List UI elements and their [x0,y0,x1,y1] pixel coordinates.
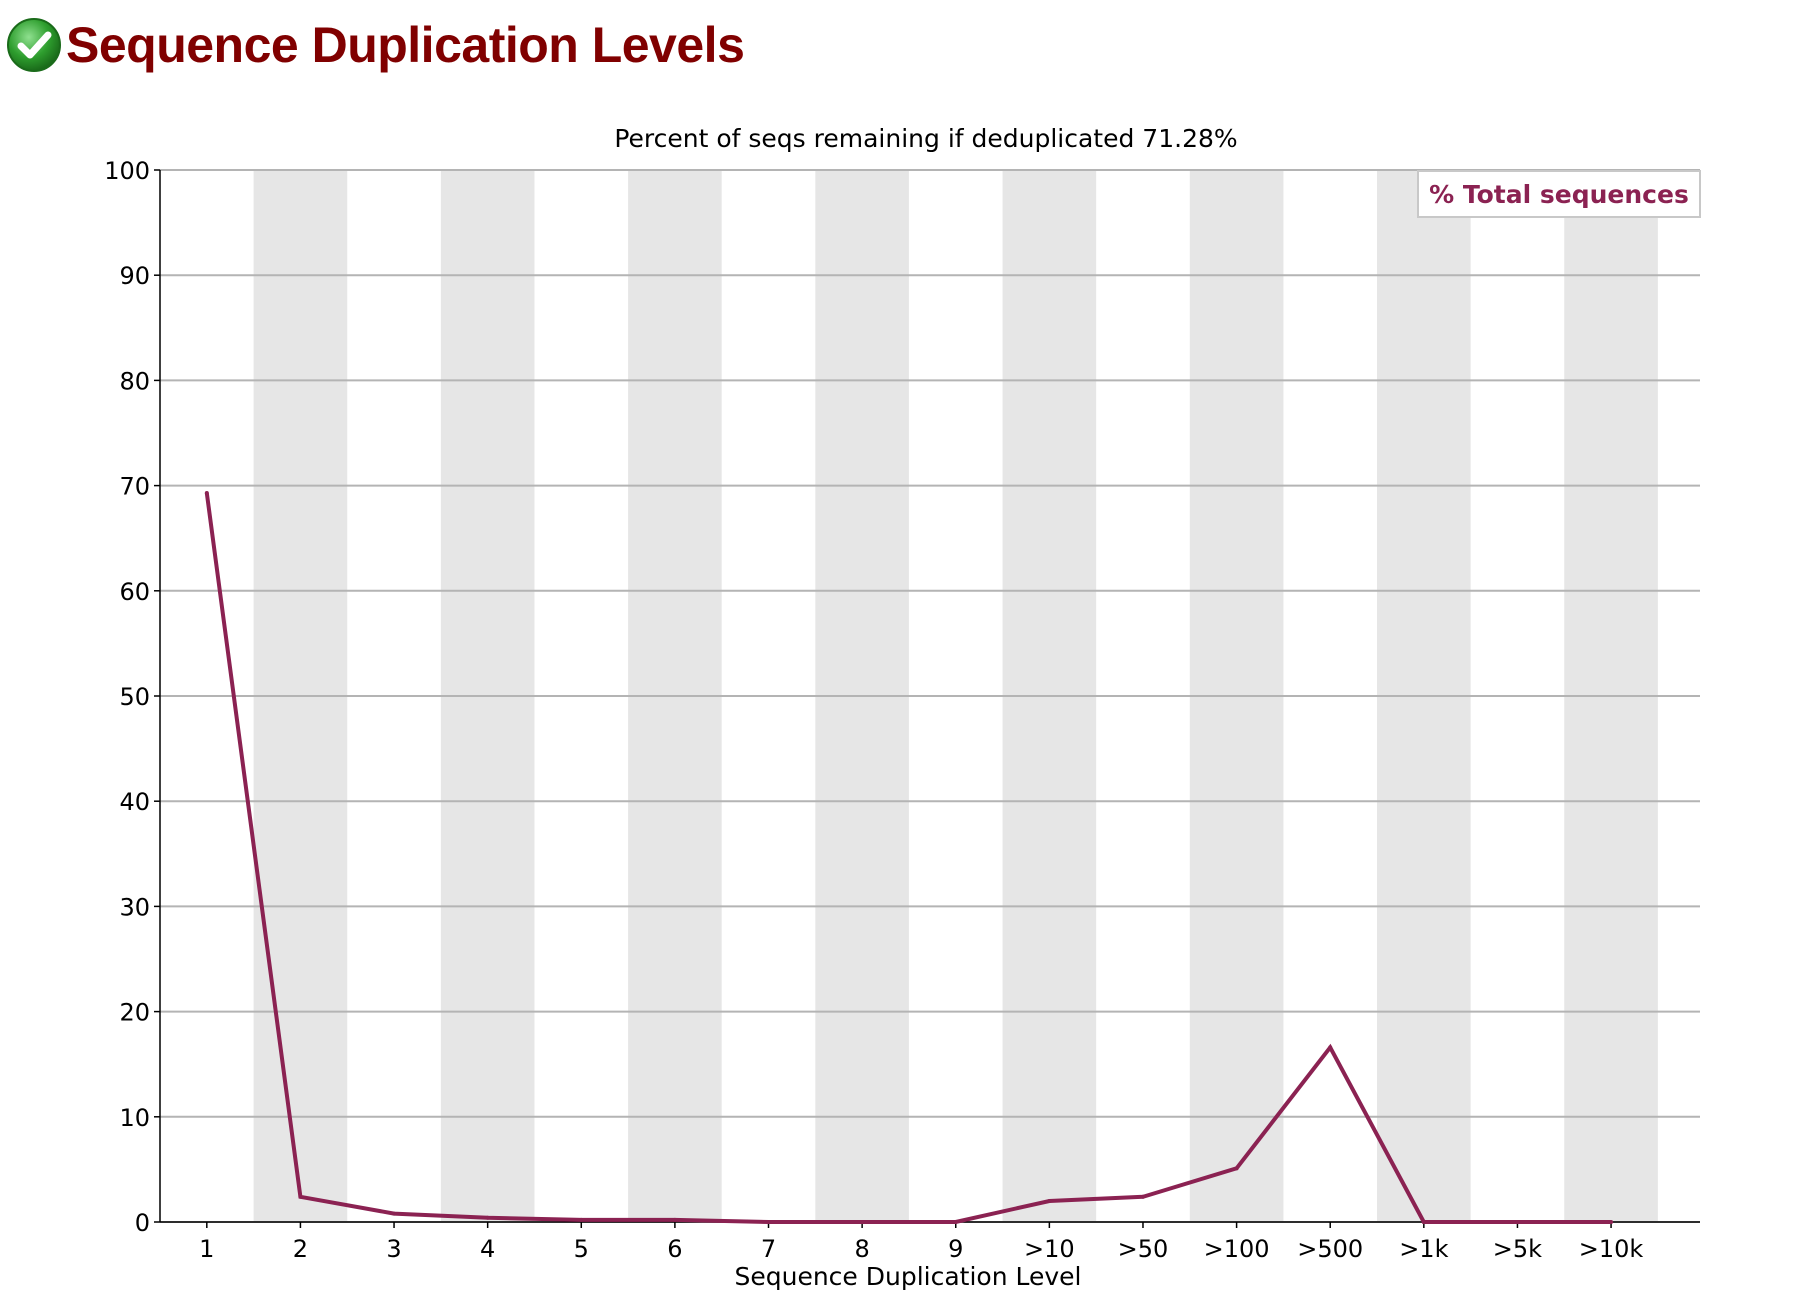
y-tick-label: 90 [119,262,150,290]
data-point [953,1220,958,1224]
data-point [860,1220,865,1224]
x-tick-label: 8 [854,1235,869,1263]
x-tick-label: 4 [480,1235,495,1263]
line-chart: 0 10 20 30 40 50 60 70 80 90 100 1 2 3 4 5 6 7 8 9 >10 >50 >1… [104,124,1701,1291]
chart-container: 0 10 20 30 40 50 60 70 80 90 100 1 2 3 4 5 6 7 8 9 >10 >50 >1… [0,110,1808,1296]
y-tick-label: 80 [119,367,150,395]
series-lines [204,490,1614,1224]
series-line [204,492,1612,1224]
x-tick-labels: 1 2 3 4 5 6 7 8 9 >10 >50 >100 >500 >1k >5k >10k [199,1235,1643,1263]
y-tick-label: 40 [119,788,150,816]
legend: % Total sequences [1417,170,1701,218]
legend-entry: % Total sequences [1429,180,1689,209]
chart-title: Percent of seqs remaining if deduplicate… [614,124,1237,153]
data-point [1328,1045,1333,1050]
legend-box [1417,170,1701,218]
data-point [485,1215,490,1220]
page-header: Sequence Duplication Levels [6,10,745,80]
data-point [579,1217,584,1222]
data-point [672,1217,677,1222]
data-point [392,1211,397,1216]
y-tick-labels: 0 10 20 30 40 50 60 70 80 90 100 [104,157,150,1237]
check-circle-icon [7,18,61,72]
x-tick-label: >10 [1024,1235,1075,1263]
x-tick-label: 1 [199,1235,214,1263]
y-tick-label: 30 [119,893,150,921]
x-tick-label: 9 [948,1235,963,1263]
x-tick-label: >5k [1493,1235,1542,1263]
x-tick-label: >1k [1399,1235,1448,1263]
data-point [1140,1194,1145,1199]
x-tick-label: 6 [667,1235,682,1263]
x-tick-label: 5 [574,1235,589,1263]
y-tick-label: 100 [104,157,150,185]
y-tick-label: 60 [119,578,150,606]
data-point [1047,1198,1052,1203]
y-tick-label: 70 [119,473,150,501]
x-axis-label: Sequence Duplication Level [734,1262,1081,1291]
y-tick-label: 50 [119,683,150,711]
data-point [766,1220,771,1224]
x-tick-label: 3 [386,1235,401,1263]
y-tick-label: 20 [119,999,150,1027]
x-tick-label: 7 [761,1235,776,1263]
data-point [1609,1220,1614,1224]
y-tick-label: 0 [135,1209,150,1237]
x-tick-label: >50 [1118,1235,1169,1263]
x-tick-label: 2 [293,1235,308,1263]
y-tick-label: 10 [119,1104,150,1132]
page-title: Sequence Duplication Levels [66,17,745,73]
x-tick-label: >10k [1579,1235,1644,1263]
data-point [1421,1220,1426,1224]
data-point [204,490,209,495]
data-point [1515,1220,1520,1224]
data-point [298,1194,303,1199]
data-point [1234,1166,1239,1171]
x-tick-label: >100 [1204,1235,1270,1263]
x-tick-label: >500 [1297,1235,1363,1263]
